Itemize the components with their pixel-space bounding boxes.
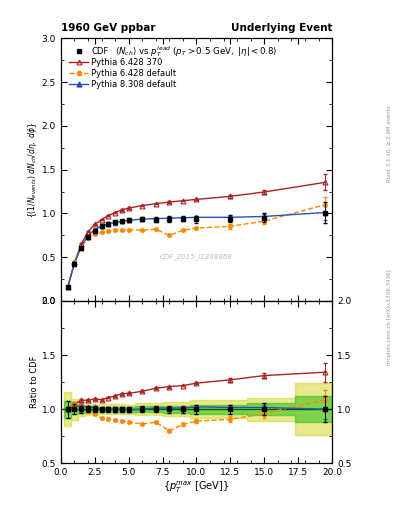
Text: $\langle N_{ch}\rangle\ \mathrm{vs}\ p_T^{lead}\ (p_T > 0.5\ \mathrm{GeV},\ |\et: $\langle N_{ch}\rangle\ \mathrm{vs}\ p_T… (115, 44, 278, 58)
Text: Underlying Event: Underlying Event (231, 23, 332, 33)
Text: 1960 GeV ppbar: 1960 GeV ppbar (61, 23, 155, 33)
Text: mcplots.cern.ch [arXiv:1306.3436]: mcplots.cern.ch [arXiv:1306.3436] (387, 270, 392, 365)
Y-axis label: $\{(1/N_{events})\ dN_{ch}/d\eta,\ d\phi\}$: $\{(1/N_{events})\ dN_{ch}/d\eta,\ d\phi… (26, 121, 39, 218)
X-axis label: $\{p_T^{max}\ [\mathrm{GeV}]\}$: $\{p_T^{max}\ [\mathrm{GeV}]\}$ (163, 480, 230, 496)
Legend: CDF, Pythia 6.428 370, Pythia 6.428 default, Pythia 8.308 default: CDF, Pythia 6.428 370, Pythia 6.428 defa… (68, 45, 178, 91)
Y-axis label: Ratio to CDF: Ratio to CDF (30, 356, 39, 409)
Text: CDF_2015_I1388868: CDF_2015_I1388868 (160, 253, 233, 260)
Text: Rivet 3.1.10, ≥ 2.9M events: Rivet 3.1.10, ≥ 2.9M events (387, 105, 392, 182)
